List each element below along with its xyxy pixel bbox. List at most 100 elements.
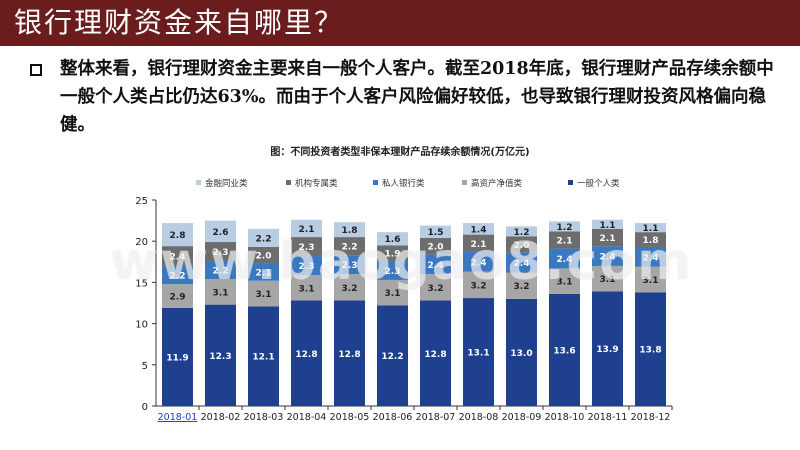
data-label: 12.8: [338, 350, 360, 360]
bar-segment: [463, 298, 494, 406]
bar-segment: [291, 219, 322, 238]
bar-segment: [635, 232, 666, 247]
bar-segment: [291, 256, 322, 275]
bar-segment: [635, 223, 666, 233]
data-label: 1.8: [643, 236, 659, 246]
data-label: 2.1: [600, 234, 616, 244]
data-label: 1.2: [514, 228, 530, 238]
x-tick-label: 2018-04: [287, 412, 327, 423]
data-label: 2.0: [428, 243, 444, 253]
bar-segment: [549, 268, 580, 294]
data-label: 2.0: [256, 252, 272, 262]
bar-segment: [506, 236, 537, 253]
bar-segment: [592, 246, 623, 266]
chart-title: 图：不同投资者类型非保本理财产品存续余额情况(万亿元): [270, 147, 530, 158]
bar-segment: [205, 260, 236, 280]
data-label: 12.8: [424, 350, 446, 360]
page-title: 银行理财资金来自哪里？: [14, 6, 345, 39]
data-label: 2.3: [385, 267, 401, 277]
data-label: 13.0: [510, 349, 532, 359]
x-tick-label: 2018-10: [545, 412, 585, 423]
bar-segment: [635, 246, 666, 267]
bar-segment: [420, 300, 451, 406]
data-label: 2.4: [471, 258, 487, 268]
title-bar: 银行理财资金来自哪里？: [0, 0, 800, 46]
data-label: 2.2: [342, 243, 358, 253]
bar-segment: [205, 304, 236, 406]
data-label: 2.3: [342, 261, 358, 271]
bar-segment: [592, 219, 623, 229]
bar-segment: [463, 234, 494, 252]
data-label: 3.1: [299, 284, 315, 294]
data-label: 2.9: [170, 292, 186, 302]
data-label: 1.1: [643, 224, 659, 234]
bar-segment: [420, 254, 451, 275]
bar-segment: [420, 274, 451, 301]
bar-segment: [334, 274, 365, 301]
x-tick-label: 2018-07: [416, 412, 456, 423]
bullet-square-icon: [30, 64, 42, 76]
legend-label: 机构专属类: [295, 178, 338, 189]
x-tick-label: 2018-11: [588, 412, 628, 423]
bar-segment: [248, 306, 279, 406]
bar-segment: [549, 221, 580, 232]
data-label: 2.2: [256, 234, 272, 244]
data-label: 11.9: [166, 353, 188, 363]
data-label: 3.1: [213, 288, 229, 298]
x-tick-label: 2018-12: [631, 412, 671, 423]
bar-segment: [506, 272, 537, 299]
bar-segment: [248, 228, 279, 247]
data-label: 12.3: [209, 352, 231, 362]
bar-segment: [377, 279, 408, 306]
bar-segment: [549, 231, 580, 249]
data-label: 1.4: [471, 225, 487, 235]
data-label: 3.1: [600, 275, 616, 285]
bar-segment: [549, 248, 580, 269]
bar-segment: [205, 242, 236, 261]
bar-segment: [592, 228, 623, 247]
data-label: 2.2: [213, 267, 229, 277]
data-label: 2.1: [299, 225, 315, 235]
legend-swatch: [196, 180, 201, 185]
data-label: 2.3: [299, 243, 315, 253]
x-tick-label: 2018-01: [158, 412, 198, 423]
data-label: 2.4: [643, 253, 659, 263]
bar-segment: [162, 284, 193, 308]
data-label: 1.6: [385, 235, 401, 245]
data-label: 3.2: [428, 284, 444, 294]
bar-segment: [291, 237, 322, 257]
data-label: 13.9: [596, 345, 618, 355]
legend-swatch: [286, 180, 291, 185]
bar-segment: [334, 255, 365, 275]
y-tick-label: 10: [135, 320, 148, 331]
data-label: 3.1: [643, 276, 659, 286]
bar-segment: [377, 245, 408, 261]
bar-segment: [334, 237, 365, 256]
bar-segment: [377, 305, 408, 406]
x-tick-label: 2018-05: [330, 412, 370, 423]
data-label: 2.4: [600, 253, 616, 263]
y-tick-label: 15: [135, 278, 148, 289]
bar-segment: [334, 300, 365, 406]
bar-segment: [420, 237, 451, 255]
y-tick-label: 20: [135, 237, 148, 248]
bar-segment: [463, 251, 494, 272]
data-label: 12.8: [295, 350, 317, 360]
x-tick-label: 2018-06: [373, 412, 413, 423]
legend-label: 一般个人类: [577, 178, 620, 189]
data-label: 1.1: [600, 221, 616, 231]
data-label: 2.4: [170, 253, 186, 263]
data-label: 1.9: [385, 250, 401, 260]
x-tick-label: 2018-03: [244, 412, 284, 423]
data-label: 2.1: [471, 240, 487, 250]
data-label: 2.4: [428, 261, 444, 271]
data-label: 2.0: [514, 241, 530, 251]
bar-segment: [463, 223, 494, 235]
data-label: 2.1: [256, 269, 272, 279]
bar-segment: [635, 266, 666, 293]
data-label: 12.1: [252, 353, 274, 363]
bar-segment: [506, 298, 537, 406]
bar-segment: [420, 225, 451, 238]
bar-segment: [291, 274, 322, 301]
